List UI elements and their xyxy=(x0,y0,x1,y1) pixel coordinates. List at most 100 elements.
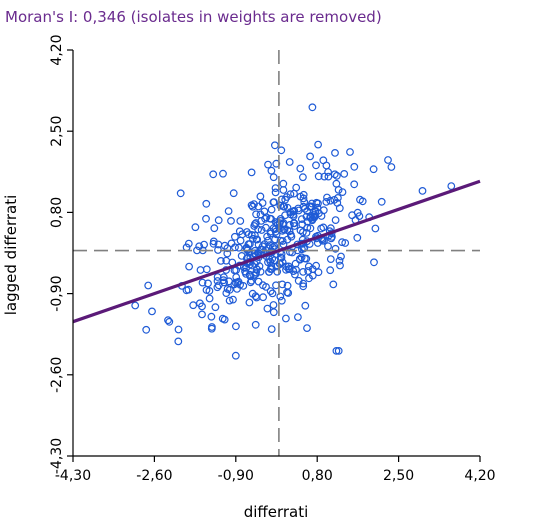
scatter-point xyxy=(265,268,273,276)
scatter-point xyxy=(267,166,276,175)
scatter-point xyxy=(229,295,237,304)
scatter-point xyxy=(300,244,308,253)
scatter-point xyxy=(202,214,210,223)
scatter-point xyxy=(252,268,261,277)
scatter-point xyxy=(322,197,331,206)
scatter-point xyxy=(279,186,288,194)
x-tick-label: -4,30 xyxy=(55,468,91,484)
scatter-point xyxy=(341,239,350,247)
scatter-point xyxy=(269,198,278,207)
scatter-point xyxy=(276,292,285,301)
y-axis-label: lagged differrati xyxy=(2,195,20,315)
scatter-point xyxy=(214,216,223,225)
scatter-point xyxy=(299,194,308,203)
scatter-point xyxy=(131,301,140,310)
scatter-point xyxy=(247,201,256,210)
scatter-point xyxy=(189,301,198,310)
scatter-point xyxy=(211,303,220,312)
scatter-point xyxy=(252,210,261,219)
scatter-point xyxy=(377,197,386,206)
scatter-point xyxy=(353,233,362,242)
scatter-point xyxy=(222,256,231,265)
scatter-point xyxy=(220,278,229,287)
scatter-point xyxy=(144,281,153,290)
scatter-point xyxy=(310,212,319,221)
scatter-point xyxy=(285,227,294,236)
scatter-point xyxy=(195,242,204,251)
scatter-point xyxy=(220,315,229,324)
scatter-point xyxy=(268,289,277,298)
scatter-point xyxy=(384,156,392,164)
scatter-point xyxy=(202,265,211,274)
scatter-point xyxy=(268,254,277,263)
scatter-point xyxy=(225,296,234,305)
scatter-point xyxy=(322,161,331,170)
scatter-point xyxy=(285,158,294,166)
scatter-point xyxy=(326,266,335,275)
scatter-point xyxy=(353,208,362,217)
scatter-point xyxy=(262,283,270,291)
scatter-point xyxy=(304,262,313,271)
scatter-point xyxy=(370,258,378,267)
scatter-point xyxy=(283,203,292,212)
scatter-point xyxy=(299,279,308,288)
scatter-point xyxy=(230,232,239,241)
y-tick-label: -4,30 xyxy=(49,438,65,474)
scatter-point xyxy=(289,207,298,216)
scatter-point xyxy=(296,164,305,173)
scatter-point xyxy=(219,273,228,282)
scatter-point xyxy=(447,182,456,191)
x-tick-label: 0,80 xyxy=(302,468,333,484)
scatter-point xyxy=(259,293,268,302)
scatter-point xyxy=(336,261,344,270)
scatter-point xyxy=(334,347,343,355)
scatter-point xyxy=(306,152,315,161)
scatter-point xyxy=(270,242,279,251)
scatter-point xyxy=(301,301,310,310)
scatter-point xyxy=(247,230,256,239)
scatter-point xyxy=(369,165,378,174)
scatter-point xyxy=(326,255,335,264)
y-tick-label: 0,80 xyxy=(49,197,65,228)
scatter-point xyxy=(227,216,235,225)
scatter-point xyxy=(207,323,216,331)
scatter-point xyxy=(301,204,309,213)
scatter-point xyxy=(245,298,254,307)
x-tick-label: -0,90 xyxy=(218,468,254,484)
scatter-point xyxy=(320,236,328,245)
scatter-point xyxy=(176,189,185,198)
scatter-point xyxy=(387,163,396,171)
scatter-point xyxy=(329,280,338,289)
x-tick-label: -2,60 xyxy=(136,468,172,484)
scatter-point xyxy=(350,162,359,171)
scatter-point xyxy=(142,325,151,334)
scatter-point xyxy=(332,347,341,355)
scatter-point xyxy=(198,278,207,287)
scatter-point xyxy=(230,280,239,289)
scatter-point xyxy=(284,262,293,271)
scatter-point xyxy=(314,140,323,149)
y-tick-label: -2,60 xyxy=(49,357,65,393)
scatter-point xyxy=(209,237,218,246)
scatter-point xyxy=(257,226,266,234)
scatter-point xyxy=(302,228,311,237)
scatter-point xyxy=(331,148,339,157)
scatter-point xyxy=(223,244,232,253)
scatter-point xyxy=(279,179,288,188)
scatter-point xyxy=(267,214,276,223)
scatter-point xyxy=(205,287,214,295)
scatter-point xyxy=(271,141,279,150)
scatter-point xyxy=(195,299,204,308)
scatter-point xyxy=(314,172,323,181)
scatter-point xyxy=(202,199,211,208)
scatter-point xyxy=(207,312,216,321)
scatter-point xyxy=(264,160,272,169)
scatter-point xyxy=(331,244,340,253)
scatter-point xyxy=(290,206,299,215)
axes-layer: -4,30 -2,60 -0,90 0,80 2,50 4,20 -4,30 -2,60 -0,… xyxy=(49,34,496,484)
scatter-point xyxy=(271,188,280,197)
scatter-point xyxy=(276,236,285,245)
scatter-point xyxy=(254,277,263,286)
scatter-point xyxy=(326,196,335,205)
x-tick-label: 2,50 xyxy=(383,468,414,484)
